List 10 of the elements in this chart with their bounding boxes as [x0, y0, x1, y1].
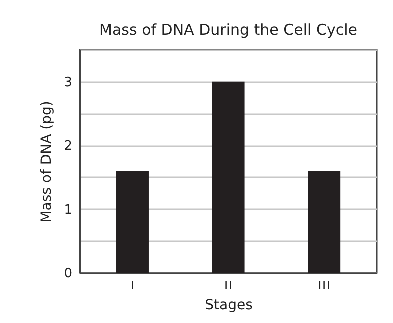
y-tick-label: 0: [64, 266, 72, 282]
x-axis-title: Stages: [205, 298, 253, 314]
y-axis-title: Mass of DNA (pg): [39, 101, 56, 223]
x-tick-label: I: [130, 278, 135, 292]
y-tick-label: 2: [64, 139, 72, 154]
x-tick-label: II: [224, 278, 233, 292]
x-tick-label: III: [318, 278, 331, 292]
y-tick-label: 3: [64, 75, 72, 90]
y-tick-label: 1: [64, 202, 72, 218]
chart-title: Mass of DNA During the Cell Cycle: [100, 21, 358, 39]
